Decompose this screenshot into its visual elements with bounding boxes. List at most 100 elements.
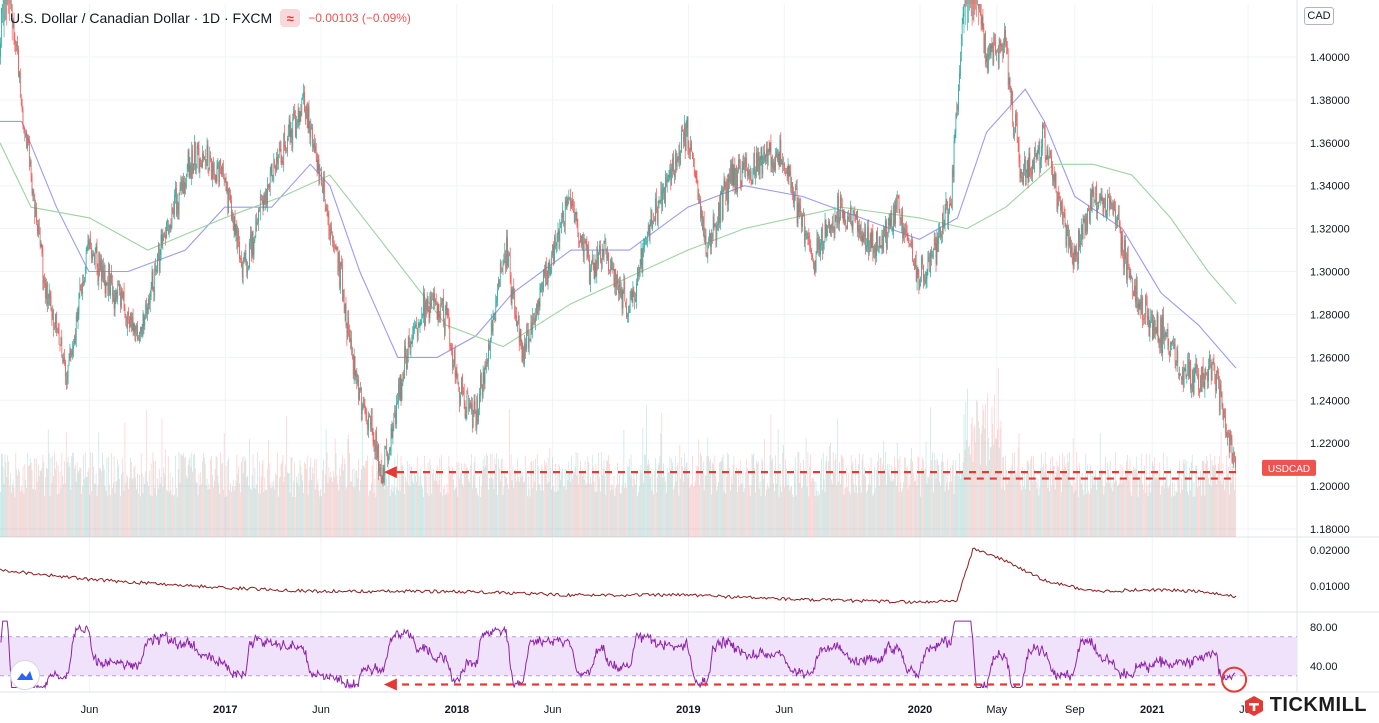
volume-bar bbox=[1234, 490, 1236, 537]
volume-bar bbox=[628, 466, 629, 537]
volume-bar bbox=[1094, 476, 1096, 537]
volume-bar bbox=[697, 467, 699, 537]
candle-body bbox=[1111, 204, 1113, 206]
volume-bar bbox=[260, 476, 262, 537]
volume-bar bbox=[278, 478, 280, 537]
candle-body bbox=[968, 4, 969, 23]
currency-button[interactable]: CAD bbox=[1304, 7, 1334, 25]
volume-bar bbox=[743, 491, 745, 537]
candle-body bbox=[1134, 285, 1135, 297]
candle-body bbox=[1224, 408, 1226, 414]
candle-body bbox=[537, 301, 539, 314]
candle-body bbox=[833, 233, 835, 235]
volume-bar bbox=[216, 457, 218, 537]
candle-body bbox=[56, 329, 58, 331]
volume-bar bbox=[65, 483, 66, 537]
volume-bar bbox=[1064, 467, 1066, 537]
volume-bar bbox=[351, 469, 353, 537]
wave-icon[interactable]: ≈ bbox=[280, 9, 301, 27]
candle-body bbox=[656, 196, 657, 212]
volume-bar bbox=[614, 496, 616, 537]
volume-bar bbox=[923, 469, 925, 537]
candle-body bbox=[757, 151, 759, 170]
volume-bar bbox=[653, 494, 654, 537]
volume-bar bbox=[739, 460, 741, 537]
candle-body bbox=[1006, 41, 1007, 47]
candle-body bbox=[1083, 218, 1085, 222]
candle-body bbox=[504, 251, 506, 263]
candle-body bbox=[793, 192, 794, 204]
volume-bar bbox=[542, 469, 544, 537]
volume-bar bbox=[502, 494, 504, 537]
volume-bar bbox=[333, 477, 335, 537]
volume-bar bbox=[945, 472, 947, 537]
candle-body bbox=[1024, 159, 1025, 170]
volume-bar bbox=[114, 493, 116, 537]
candle-body bbox=[706, 254, 708, 258]
rsi-highlight-circle bbox=[1221, 666, 1248, 693]
candle-body bbox=[61, 338, 63, 356]
volume-bar bbox=[889, 475, 891, 537]
candle-body bbox=[582, 236, 583, 245]
candle-body bbox=[558, 231, 560, 241]
volume-bar bbox=[73, 452, 74, 537]
candle-body bbox=[292, 119, 294, 148]
candle-body bbox=[933, 238, 935, 248]
volume-bar bbox=[808, 496, 810, 537]
candle-body bbox=[1209, 354, 1210, 368]
volume-bar bbox=[1136, 473, 1138, 537]
candle-body bbox=[942, 214, 943, 235]
candle-body bbox=[490, 338, 491, 352]
candle-body bbox=[1026, 160, 1028, 173]
candle-body bbox=[70, 348, 72, 355]
candle-body bbox=[718, 202, 719, 226]
symbol-title[interactable]: U.S. Dollar / Canadian Dollar · 1D · FXC… bbox=[10, 10, 273, 26]
candle-body bbox=[817, 238, 819, 250]
candle-body bbox=[619, 282, 620, 296]
candle-body bbox=[1050, 150, 1051, 157]
volume-bar bbox=[359, 490, 360, 537]
candle-body bbox=[255, 219, 257, 237]
candle-body bbox=[559, 226, 561, 243]
volume-bar bbox=[1172, 495, 1174, 537]
volume-bar bbox=[1037, 478, 1039, 537]
volume-bar bbox=[1170, 468, 1171, 537]
candle-body bbox=[297, 109, 299, 123]
candle-body bbox=[814, 262, 816, 274]
candle-body bbox=[351, 339, 352, 349]
candle-body bbox=[892, 229, 894, 231]
volume-bar bbox=[312, 467, 313, 537]
volume-bar bbox=[105, 491, 107, 537]
candle-body bbox=[837, 196, 838, 223]
volume-bar bbox=[7, 455, 9, 537]
candle-body bbox=[995, 41, 996, 53]
tradingview-logo-icon[interactable] bbox=[10, 660, 40, 690]
candle-body bbox=[283, 134, 285, 166]
candle-body bbox=[1179, 373, 1180, 377]
candle-body bbox=[390, 426, 392, 451]
volume-bar bbox=[962, 462, 964, 537]
volume-bar bbox=[579, 473, 581, 537]
candle-body bbox=[521, 341, 523, 362]
candle-body bbox=[16, 42, 18, 46]
volume-bar bbox=[691, 483, 692, 537]
candle-body bbox=[734, 165, 736, 193]
volume-bar bbox=[302, 480, 304, 537]
volume-bar bbox=[693, 486, 695, 537]
volume-bar bbox=[1045, 464, 1047, 537]
volume-bar bbox=[64, 461, 65, 537]
volume-bar bbox=[713, 455, 715, 537]
candle-body bbox=[265, 189, 267, 202]
volume-bar bbox=[270, 488, 272, 537]
volume-bar bbox=[679, 444, 681, 537]
volume-bar bbox=[51, 483, 53, 537]
volume-bar bbox=[6, 477, 8, 537]
volume-bar bbox=[373, 493, 375, 537]
volume-bar bbox=[952, 459, 954, 537]
volume-bar bbox=[101, 471, 102, 537]
candle-body bbox=[354, 356, 356, 376]
volume-bar bbox=[734, 473, 736, 537]
volume-bar bbox=[318, 490, 320, 537]
